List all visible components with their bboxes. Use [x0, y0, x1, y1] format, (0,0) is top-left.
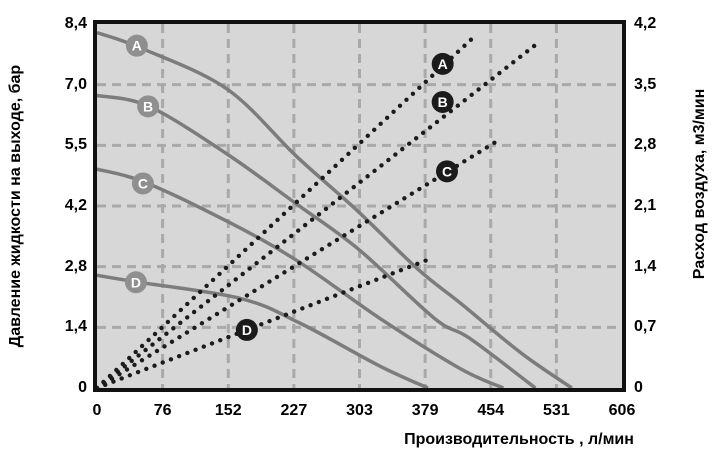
right-tick-label: 0 [634, 379, 643, 396]
curve-label-text-air-B: B [438, 94, 448, 110]
x-tick-label: 76 [153, 402, 172, 419]
curve-label-circle-air-A [431, 52, 454, 75]
curve-label-text-air-D: D [242, 322, 252, 338]
x-tick-label: 379 [411, 402, 439, 419]
right-tick-label: 1,4 [634, 257, 657, 275]
curve-label-circle-pressure-A [125, 34, 148, 57]
plot-area: A B C D A B C D [93, 20, 626, 392]
curve-label-circle-pressure-B [137, 95, 160, 118]
chart-canvas: A B C D A B C D [97, 24, 622, 388]
x-tick-label: 152 [214, 402, 242, 419]
right-tick-label: 3,5 [634, 75, 657, 93]
right-tick-label: 4,2 [634, 15, 657, 32]
left-tick-label: 1,4 [64, 318, 87, 336]
x-tick-label: 0 [92, 402, 102, 419]
x-axis-title: Производительность , л/мин [404, 431, 634, 448]
curve-label-text-air-A: A [438, 56, 448, 72]
curve-label-circle-air-B [431, 91, 454, 113]
y-axis-right-title: Расход воздуха, м3/мин [691, 88, 708, 280]
curve-label-circle-pressure-C [131, 172, 154, 195]
curve-pressure-B [97, 93, 537, 388]
right-tick-label: 2,1 [634, 197, 657, 214]
curve-label-text-air-C: C [442, 163, 452, 179]
curve-pressure-C [97, 167, 505, 388]
left-tick-label: 8,4 [64, 15, 87, 32]
curve-pressure-A [97, 31, 573, 388]
curve-air-C [97, 138, 500, 388]
curve-label-circle-air-D [235, 318, 258, 341]
left-tick-label: 7,0 [64, 75, 87, 93]
curve-label-text-pressure-D: D [131, 274, 141, 290]
right-tick-label: 2,8 [634, 136, 657, 154]
right-tick-label: 0,7 [634, 318, 657, 336]
curve-label-text-pressure-C: C [138, 175, 148, 191]
left-tick-label: 4,2 [64, 197, 87, 214]
left-tick-label: 5,5 [64, 136, 87, 154]
x-tick-label: 454 [477, 402, 505, 419]
x-tick-label: 303 [346, 402, 373, 419]
curve-label-text-pressure-A: A [132, 38, 142, 54]
x-tick-label: 606 [608, 402, 636, 419]
curve-label-circle-pressure-D [124, 271, 147, 294]
left-tick-label: 2,8 [64, 257, 87, 275]
x-tick-label: 531 [543, 402, 570, 419]
curve-label-text-pressure-B: B [143, 98, 153, 114]
curve-air-A [97, 34, 477, 388]
curve-label-circle-air-C [436, 160, 458, 183]
curve-pressure-D [97, 273, 429, 388]
x-tick-label: 227 [280, 402, 308, 419]
left-tick-label: 0 [78, 379, 87, 396]
curve-air-D [97, 255, 435, 388]
y-axis-left-title: Давление жидкости на выходе, бар [7, 64, 24, 348]
